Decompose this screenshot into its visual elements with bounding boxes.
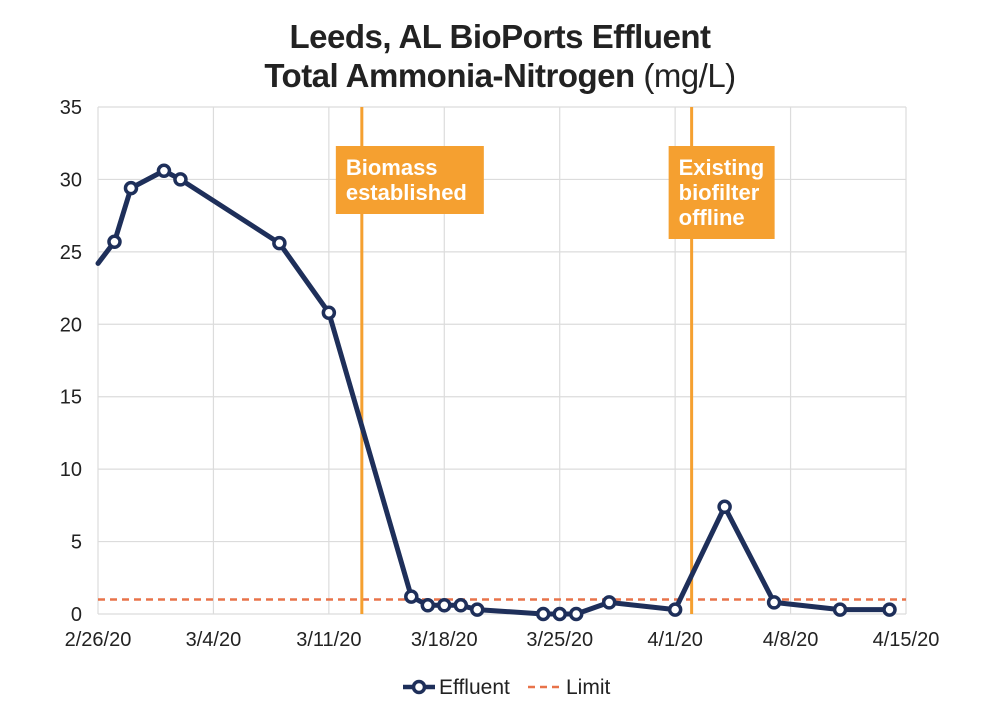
chart-title-measure: Total Ammonia-Nitrogen xyxy=(264,57,635,94)
x-tick-label: 3/25/20 xyxy=(526,629,593,651)
x-tick-label: 4/15/20 xyxy=(873,629,940,651)
legend-effluent-label: Effluent xyxy=(439,676,510,699)
annotation-box xyxy=(668,146,775,239)
effluent-point xyxy=(404,589,419,604)
effluent-point xyxy=(437,598,452,613)
x-tick-label: 4/1/20 xyxy=(647,629,703,651)
effluent-point xyxy=(156,163,172,178)
y-tick-label: 35 xyxy=(60,97,82,119)
annotation-label: Biomass xyxy=(346,155,438,180)
effluent-point xyxy=(766,595,782,610)
legend-limit-label: Limit xyxy=(566,676,611,699)
chart-title-line1: Leeds, AL BioPorts Effluent xyxy=(289,18,711,55)
grid xyxy=(97,106,907,615)
y-tick-label: 5 xyxy=(71,532,82,554)
y-tick-label: 25 xyxy=(60,242,82,264)
effluent-point xyxy=(107,234,122,249)
y-tick-label: 30 xyxy=(60,169,82,191)
chart-title-line2: Total Ammonia-Nitrogen (mg/L) xyxy=(0,57,1000,95)
effluent-point xyxy=(272,235,287,251)
annotation-label: biofilter xyxy=(679,180,760,205)
annotation-label: Existing xyxy=(679,155,765,180)
y-tick-label: 15 xyxy=(60,387,82,409)
effluent-point xyxy=(552,606,567,622)
effluent-point xyxy=(717,499,732,515)
annotation-label: established xyxy=(346,180,467,205)
legend: Effluent Limit xyxy=(403,676,611,699)
chart-title-unit: (mg/L) xyxy=(643,57,736,94)
effluent-point xyxy=(882,602,897,617)
x-tick-label: 4/8/20 xyxy=(763,629,819,651)
effluent-point xyxy=(470,602,485,617)
x-tick-label: 3/18/20 xyxy=(411,629,478,651)
legend-effluent-marker xyxy=(411,679,427,695)
effluent-point xyxy=(420,598,436,613)
x-tick-label: 2/26/20 xyxy=(65,629,132,651)
annotation-label: offline xyxy=(679,205,745,230)
y-tick-label: 10 xyxy=(60,459,82,481)
x-tick-label: 3/11/20 xyxy=(296,629,361,651)
y-tick-label: 20 xyxy=(60,314,82,336)
effluent-point xyxy=(123,180,139,196)
x-tick-label: 3/4/20 xyxy=(186,629,242,651)
y-tick-label: 0 xyxy=(71,604,82,626)
effluent-point xyxy=(667,602,683,617)
effluent-point xyxy=(832,602,848,617)
effluent-point xyxy=(535,606,551,622)
effluent-point xyxy=(453,598,469,613)
effluent-point xyxy=(173,172,188,187)
effluent-point xyxy=(568,606,584,622)
annotation-box xyxy=(335,146,484,214)
effluent-point xyxy=(601,595,617,610)
effluent-point xyxy=(321,305,337,320)
